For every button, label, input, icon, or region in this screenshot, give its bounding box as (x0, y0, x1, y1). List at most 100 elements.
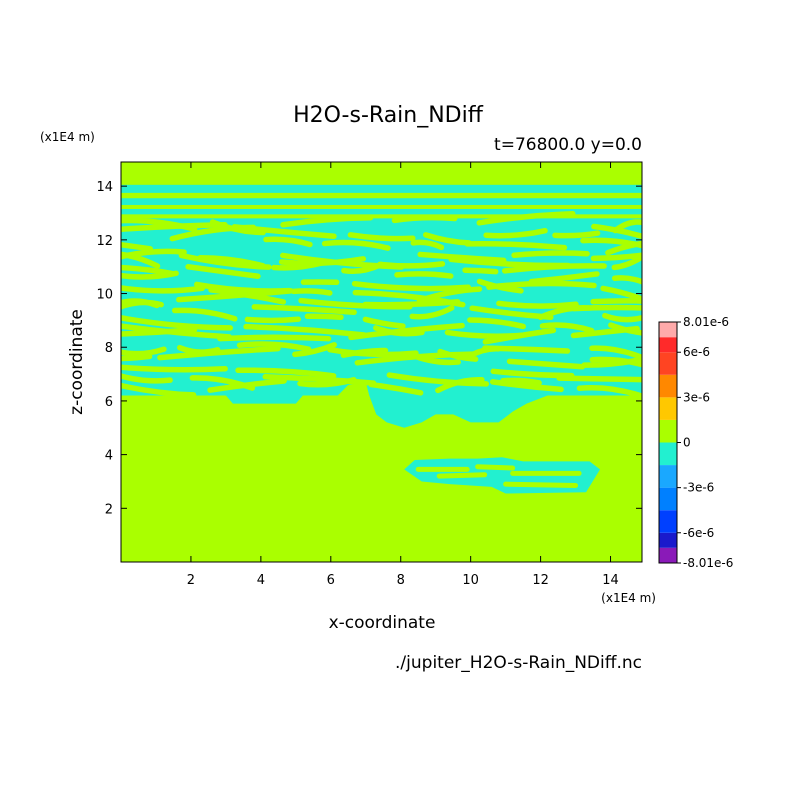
heatmap-streak (581, 356, 642, 368)
heatmap-streak (394, 271, 454, 279)
heatmap-streak (351, 280, 472, 292)
heatmap-streak (482, 345, 571, 354)
heatmap-streak (464, 241, 568, 251)
heatmap-streak (611, 275, 642, 285)
colorbar-swatch (659, 487, 677, 511)
y-tick-label: 14 (96, 180, 113, 195)
heatmap-streak (121, 264, 175, 277)
file-label: ./jupiter_H2O-s-Rain_NDiff.nc (395, 653, 642, 673)
heatmap-streak (121, 373, 173, 384)
heatmap-streak (121, 323, 232, 340)
heatmap-streak (409, 305, 455, 320)
heatmap-streak (490, 368, 575, 379)
heatmap-streak (176, 344, 221, 355)
heatmap-streak (121, 241, 154, 252)
heatmap-streak (571, 304, 642, 312)
heatmap-streak (362, 316, 406, 329)
heatmap-streak (231, 224, 337, 239)
heatmap-streak (327, 346, 419, 358)
plot-frame (120, 161, 643, 563)
heatmap-streak (589, 345, 642, 361)
heatmap-streak (511, 250, 590, 259)
heatmap-streak (121, 217, 198, 232)
heatmap-streak (500, 377, 542, 386)
colorbar-swatch (659, 322, 677, 338)
heatmap-streak (476, 278, 524, 294)
heatmap-streak (157, 345, 281, 361)
heatmap-streak (462, 267, 499, 275)
heatmap-streak (576, 385, 642, 399)
chart-subtitle: t=76800.0 y=0.0 (494, 135, 642, 155)
heatmap-streak (352, 289, 466, 308)
heatmap-streak (591, 223, 642, 240)
heatmap-streak (489, 379, 564, 393)
heatmap-streak (611, 254, 642, 271)
colorbar-swatch (659, 442, 677, 466)
heatmap-streak (608, 322, 642, 336)
colorbar-swatch (659, 397, 677, 420)
heatmap-streak (217, 334, 332, 342)
x-ticks: 2 4 6 8 10 12 14 (187, 162, 619, 588)
heatmap-streak (263, 236, 313, 248)
heatmap-streak (448, 256, 571, 269)
y-axis-label: z-coordinate (67, 309, 87, 415)
heatmap-streak (121, 251, 161, 269)
heatmap-streak (189, 375, 256, 391)
heatmap-streak (194, 281, 292, 294)
x-tick-label: 10 (462, 573, 479, 588)
colorbar-tick-label: -6e-6 (683, 526, 714, 540)
heatmap-streak (236, 341, 312, 352)
heatmap-streak (590, 252, 642, 262)
heatmap-streak (556, 375, 642, 383)
heatmap-streak (298, 297, 413, 310)
x-tick-label: 12 (532, 573, 549, 588)
x-tick-label: 2 (187, 573, 195, 588)
y-ticks: 2 4 6 8 10 12 14 (96, 180, 642, 517)
x-tick-label: 8 (397, 573, 405, 588)
heatmap-streak (469, 305, 554, 321)
heatmap-streak (291, 288, 333, 296)
heatmap-streak (437, 348, 479, 362)
colorbar-swatch (659, 374, 677, 398)
colorbar-swatch (659, 352, 677, 375)
heatmap-streak (280, 252, 405, 270)
y-tick-label: 8 (105, 341, 113, 356)
colorbar-tick-label: 0 (683, 436, 691, 450)
heatmap-streak (292, 342, 337, 358)
colorbar: 8.01e-6 6e-6 3e-6 0 -3e-6 -6e-6 -8.01e-6 (658, 315, 733, 570)
heatmap-field (121, 184, 642, 494)
heatmap-band (121, 208, 642, 215)
heatmap-streak (410, 239, 445, 251)
heatmap-streak (185, 264, 261, 279)
heatmap-streak (121, 285, 206, 294)
heatmap-streak (209, 219, 266, 236)
colorbar-tick-label: -8.01e-6 (683, 556, 733, 570)
heatmap-streak (171, 307, 238, 322)
heatmap-streak (243, 323, 367, 338)
heatmap-streak (251, 304, 357, 316)
heatmap-streak (503, 481, 579, 488)
heatmap-streak (475, 464, 516, 471)
colorbar-tick-label: 6e-6 (683, 345, 710, 359)
y-tick-label: 12 (96, 234, 113, 249)
colorbar-swatch (659, 510, 677, 533)
plot-area (120, 161, 643, 563)
heatmap-streak (121, 364, 228, 373)
colorbar-swatch (659, 337, 677, 353)
heatmap-streak (373, 325, 425, 337)
x-unit-label: (x1E4 m) (601, 591, 656, 605)
colorbar-tick-label: 8.01e-6 (683, 315, 729, 329)
heatmap-streak (386, 372, 490, 387)
heatmap-streak (121, 353, 153, 362)
colorbar-tick-label: 3e-6 (683, 390, 710, 404)
x-tick-label: 4 (257, 573, 265, 588)
heatmap-streak (121, 298, 160, 309)
colorbar-swatch (659, 465, 677, 488)
x-tick-label: 6 (327, 573, 335, 588)
heatmap-streak (304, 313, 344, 321)
heatmap-streak (244, 316, 301, 324)
heatmap-streak (391, 214, 458, 224)
heatmap-streak (423, 232, 472, 246)
heatmap-streak (444, 329, 525, 339)
